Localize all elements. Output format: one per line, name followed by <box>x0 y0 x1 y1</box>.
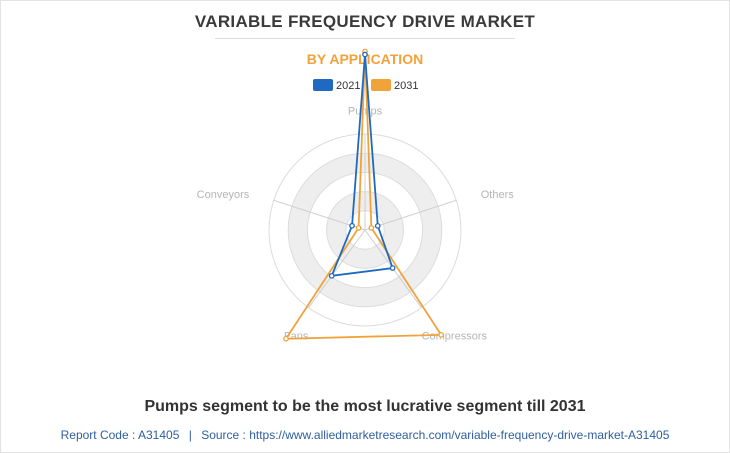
legend-swatch-2031[interactable] <box>371 79 391 91</box>
legend-label-2031[interactable]: 2031 <box>394 80 418 92</box>
legend-swatch-2021[interactable] <box>313 79 333 91</box>
point-2021-fans[interactable] <box>328 272 335 279</box>
point-2021-others[interactable] <box>374 222 381 229</box>
axis-label-others: Others <box>481 189 515 201</box>
report-footer: Report Code : A31405 | Source : https://… <box>0 428 730 442</box>
point-2031-conveyors[interactable] <box>355 225 362 231</box>
axis-label-compressors: Compressors <box>422 331 488 343</box>
axis-label-conveyors: Conveyors <box>197 189 250 201</box>
chart-caption: Pumps segment to be the most lucrative s… <box>144 398 586 415</box>
point-2031-fans[interactable] <box>283 335 289 342</box>
legend-label-2021[interactable]: 2021 <box>336 80 360 92</box>
axis-label-pumps: Pumps <box>348 106 383 118</box>
source-link[interactable]: Source : https://www.alliedmarketresearc… <box>201 428 670 442</box>
series-line-2031 <box>285 50 443 340</box>
point-2031-others[interactable] <box>368 225 375 231</box>
series-line-2021 <box>330 53 394 277</box>
point-2031-compressors[interactable] <box>438 331 445 338</box>
spoke-fans <box>308 229 366 308</box>
point-2021-conveyors[interactable] <box>349 222 355 229</box>
point-2021-pumps[interactable] <box>362 51 368 58</box>
title-divider <box>215 38 515 39</box>
point-2021-compressors[interactable] <box>389 265 396 271</box>
footer-separator: | <box>188 428 192 442</box>
chart-title: VARIABLE FREQUENCY DRIVE MARKET <box>194 12 536 31</box>
legend[interactable]: 2021 2031 <box>313 79 418 92</box>
radar-series <box>283 48 445 342</box>
report-code: Report Code : A31405 <box>60 428 180 442</box>
